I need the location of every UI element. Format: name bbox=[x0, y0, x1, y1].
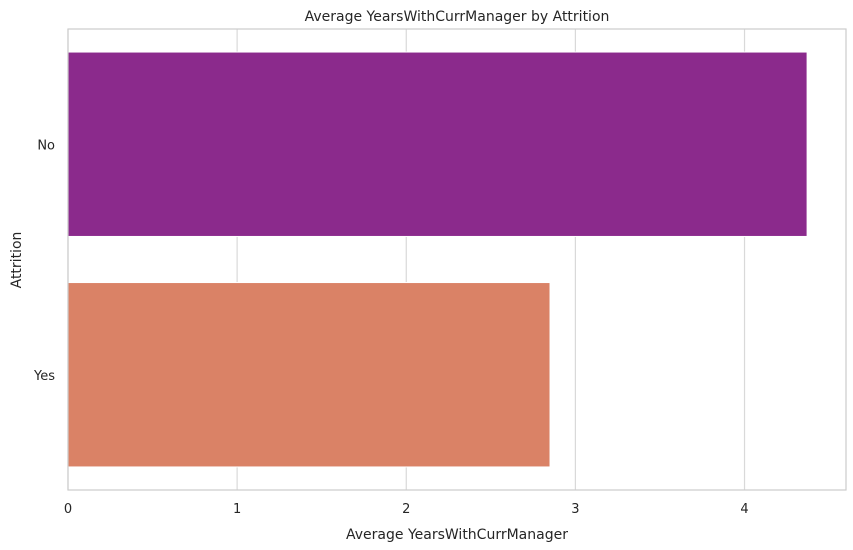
x-tick-label: 3 bbox=[571, 502, 579, 517]
y-tick-label: No bbox=[37, 138, 55, 153]
plot-frame bbox=[67, 28, 847, 491]
x-tick-label: 4 bbox=[740, 502, 748, 517]
bar-yes bbox=[67, 282, 551, 468]
x-tick-label: 2 bbox=[402, 502, 410, 517]
x-axis-label: Average YearsWithCurrManager bbox=[346, 527, 568, 543]
x-axis-ticks: 0 1 2 3 4 bbox=[64, 502, 749, 517]
chart-title: Average YearsWithCurrManager by Attritio… bbox=[305, 9, 610, 25]
x-tick-label: 0 bbox=[64, 502, 72, 517]
x-tick-label: 1 bbox=[233, 502, 241, 517]
y-axis-ticks: No Yes bbox=[33, 138, 55, 384]
y-axis-label: Attrition bbox=[9, 232, 25, 289]
bars bbox=[67, 51, 808, 468]
bar-no bbox=[67, 51, 808, 237]
y-tick-label: Yes bbox=[33, 369, 55, 384]
